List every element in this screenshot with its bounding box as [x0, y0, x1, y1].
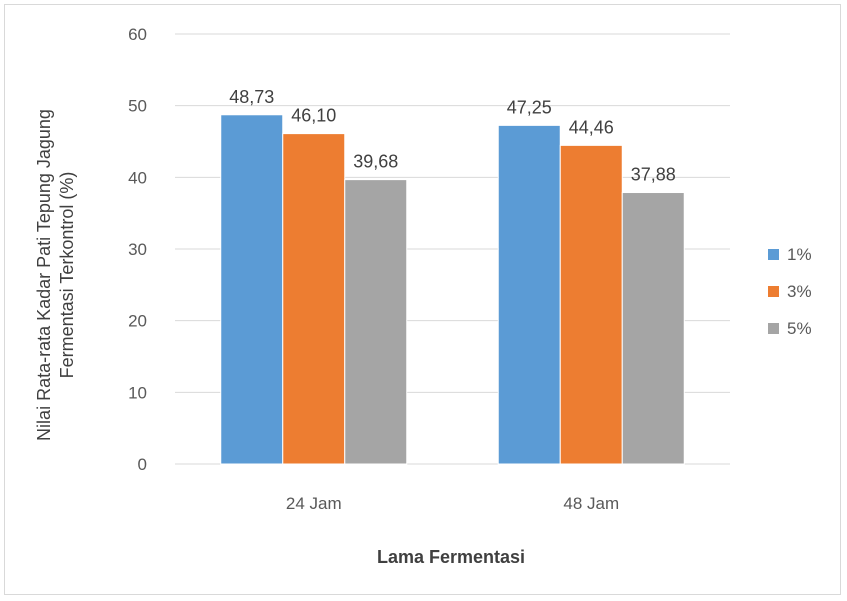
bar-3pct-1: [282, 133, 346, 465]
y-tick-label: 60: [128, 25, 147, 44]
y-tick-label: 40: [128, 168, 147, 187]
legend-swatch: [768, 286, 779, 297]
chart-frame: [4, 4, 841, 595]
y-tick-label: 0: [138, 455, 147, 474]
bar-1pct-1: [220, 114, 284, 465]
bar-5pct-1: [344, 179, 408, 465]
legend-swatch: [768, 323, 779, 334]
data-label: 44,46: [569, 117, 614, 137]
x-tick-label: 24 Jam: [286, 494, 342, 513]
bar-5pct-2: [621, 192, 685, 465]
x-tick-label: 48 Jam: [563, 494, 619, 513]
legend-label: 1%: [787, 245, 812, 264]
bars: [220, 114, 685, 465]
y-axis-title-line-2: Fermentasi Terkontrol (%): [57, 172, 77, 379]
x-tick-labels: 24 Jam 48 Jam: [286, 494, 619, 513]
legend-swatch: [768, 249, 779, 260]
data-label: 48,73: [229, 87, 274, 107]
y-axis-title: Nilai Rata-rata Kadar Pati Tepung Jagung…: [34, 109, 77, 441]
y-tick-labels: 0 10 20 30 40 50 60: [128, 25, 147, 474]
y-tick-label: 10: [128, 383, 147, 402]
data-label: 37,88: [631, 165, 676, 185]
legend-label: 3%: [787, 282, 812, 301]
bar-3pct-2: [559, 144, 623, 465]
legend: 1% 3% 5%: [768, 245, 812, 338]
data-label: 47,25: [507, 97, 552, 117]
y-axis-title-line-1: Nilai Rata-rata Kadar Pati Tepung Jagung: [34, 109, 54, 441]
data-label: 46,10: [291, 106, 336, 126]
bar-1pct-2: [497, 124, 561, 465]
data-labels: 48,73 46,10 39,68 47,25 44,46 37,88: [229, 87, 676, 185]
y-tick-label: 20: [128, 312, 147, 331]
y-tick-label: 30: [128, 240, 147, 259]
y-tick-label: 50: [128, 97, 147, 116]
data-label: 39,68: [353, 152, 398, 172]
x-axis-title: Lama Fermentasi: [377, 547, 525, 567]
legend-label: 5%: [787, 319, 812, 338]
